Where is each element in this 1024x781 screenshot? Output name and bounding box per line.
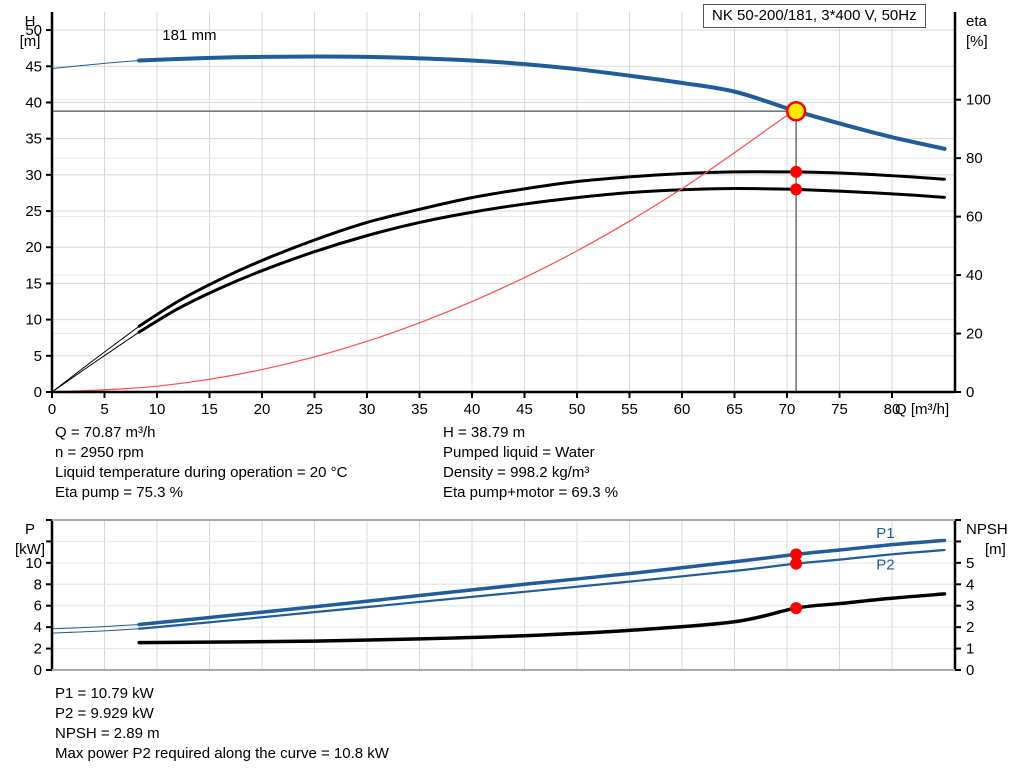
tick-label-q: 70: [779, 401, 796, 418]
tick-label-eta: 40: [966, 267, 983, 284]
curve-p1: [137, 538, 947, 627]
pump-title-label: NK 50-200/181, 3*400 V, 50Hz: [712, 7, 917, 24]
tick-label-h: 5: [34, 348, 42, 365]
tick-label-h: 25: [25, 203, 42, 220]
tick-label-q: 40: [464, 401, 481, 418]
tick-label-h: 50: [25, 22, 42, 39]
tick-label-h: 40: [25, 94, 42, 111]
tick-label-p: 4: [34, 619, 42, 636]
curve-label-impeller-size: 181 mm: [162, 27, 216, 44]
tick-label-p: 0: [34, 662, 42, 679]
axis-title-p: P: [25, 521, 35, 538]
tick-label-q: 45: [516, 401, 533, 418]
head-chart-group: 0 5 10 15 20 25 30 35 40 45 50 0 20 40 60 80 100 0 5 10 15 20…: [20, 12, 991, 418]
curve-p2: [138, 548, 946, 630]
info-line: Density = 998.2 kg/m³: [443, 464, 590, 481]
axis-title-eta: eta: [966, 13, 988, 30]
power-chart-group: 0 2 4 6 8 10 0 1 2 3 4 5 P [kW] NPSH [m] P1 P2: [15, 519, 1008, 679]
tick-label-npsh: 3: [966, 598, 974, 615]
head-curve-chart: 0 5 10 15 20 25 30 35 40 45 50 0 20 40 60 80 100 0 5 10 15 20…: [20, 12, 991, 418]
tick-label-p: 2: [34, 641, 42, 658]
tick-label-q: 80: [884, 401, 901, 418]
tick-label-eta: 0: [966, 384, 974, 401]
duty-marker-npsh: [790, 602, 803, 615]
tick-label-eta: 100: [966, 92, 991, 109]
series-label-p2: P2: [876, 556, 894, 573]
axis-unit-eta: [%]: [966, 33, 988, 50]
tick-label-p: 10: [25, 555, 42, 572]
curve-system-curve: [51, 108, 799, 393]
info-line: Eta pump = 75.3 %: [55, 484, 183, 501]
tick-label-q: 10: [149, 401, 166, 418]
info-top-left-column: Q = 70.87 m³/h n = 2950 rpm Liquid tempe…: [55, 423, 347, 503]
power-npsh-chart: 0 2 4 6 8 10 0 1 2 3 4 5 P [kW] NPSH [m] P1 P2: [15, 519, 1008, 679]
tick-label-p: 6: [34, 598, 42, 615]
curve-head-181-mm-extension: [51, 60, 140, 69]
tick-label-h: 10: [25, 312, 42, 329]
tick-label-h: 35: [25, 131, 42, 148]
tick-label-npsh: 1: [966, 641, 974, 658]
tick-label-p: 8: [34, 576, 42, 593]
info-line: Max power P2 required along the curve = …: [55, 745, 389, 762]
axis-unit-npsh: [m]: [985, 541, 1006, 558]
duty-marker-eta-pump: [790, 165, 803, 178]
info-top-right-column: H = 38.79 m Pumped liquid = Water Densit…: [443, 423, 618, 503]
tick-label-q: 0: [48, 401, 56, 418]
tick-label-q: 35: [411, 401, 428, 418]
tick-label-h: 20: [25, 239, 42, 256]
tick-label-q: 50: [569, 401, 586, 418]
tick-label-q: 30: [359, 401, 376, 418]
info-line: NPSH = 2.89 m: [55, 725, 160, 742]
duty-marker-p1: [790, 548, 803, 561]
tick-label-q: 75: [831, 401, 848, 418]
tick-label-h: 15: [25, 275, 42, 292]
tick-label-h: 45: [25, 58, 42, 75]
pump-title-box: NK 50-200/181, 3*400 V, 50Hz: [703, 4, 926, 28]
info-line: Eta pump+motor = 69.3 %: [443, 484, 619, 501]
tick-label-eta: 20: [966, 326, 983, 343]
curve-npsh: [137, 592, 947, 645]
plot-background: [52, 520, 955, 670]
info-line: P1 = 10.79 kW: [55, 685, 154, 702]
tick-label-h: 30: [25, 167, 42, 184]
axis-title-npsh: NPSH: [966, 521, 1008, 538]
tick-label-npsh: 0: [966, 662, 974, 679]
info-line: Q = 70.87 m³/h: [55, 424, 156, 441]
info-line: P2 = 9.929 kW: [55, 705, 154, 722]
series-label-p1: P1: [876, 525, 894, 542]
tick-label-h: 0: [34, 384, 42, 401]
tick-label-q: 55: [621, 401, 638, 418]
tick-label-eta: 60: [966, 209, 983, 226]
duty-marker-p2: [790, 557, 803, 570]
info-line: H = 38.79 m: [443, 424, 526, 441]
tick-label-npsh: 2: [966, 619, 974, 636]
info-line: n = 2950 rpm: [55, 444, 144, 461]
tick-label-q: 20: [254, 401, 271, 418]
tick-label-q: 65: [726, 401, 743, 418]
tick-label-q: 25: [306, 401, 323, 418]
info-line: Liquid temperature during operation = 20…: [55, 464, 348, 481]
curve-eta-pump-motor-extension: [51, 331, 140, 393]
plot-background: [52, 12, 955, 392]
duty-marker-eta-pump-motor: [790, 183, 803, 196]
duty-point-marker: [785, 100, 807, 122]
curve-p2-extension: [51, 628, 140, 634]
tick-label-q: 15: [201, 401, 218, 418]
tick-label-eta: 80: [966, 150, 983, 167]
axis-unit-p: [kW]: [15, 541, 45, 558]
axis-title-h: H: [25, 13, 36, 30]
axis-title-q: Q [m³/h]: [895, 401, 949, 418]
curve-eta-pump-extension: [51, 325, 140, 393]
curve-p1-extension: [51, 623, 140, 630]
axis-unit-h: [m]: [20, 33, 41, 50]
tick-label-npsh: 5: [966, 555, 974, 572]
tick-label-q: 60: [674, 401, 691, 418]
tick-label-npsh: 4: [966, 576, 974, 593]
info-line: Pumped liquid = Water: [443, 444, 595, 461]
tick-label-q: 5: [100, 401, 108, 418]
info-bottom-column: P1 = 10.79 kW P2 = 9.929 kW NPSH = 2.89 …: [55, 684, 389, 764]
